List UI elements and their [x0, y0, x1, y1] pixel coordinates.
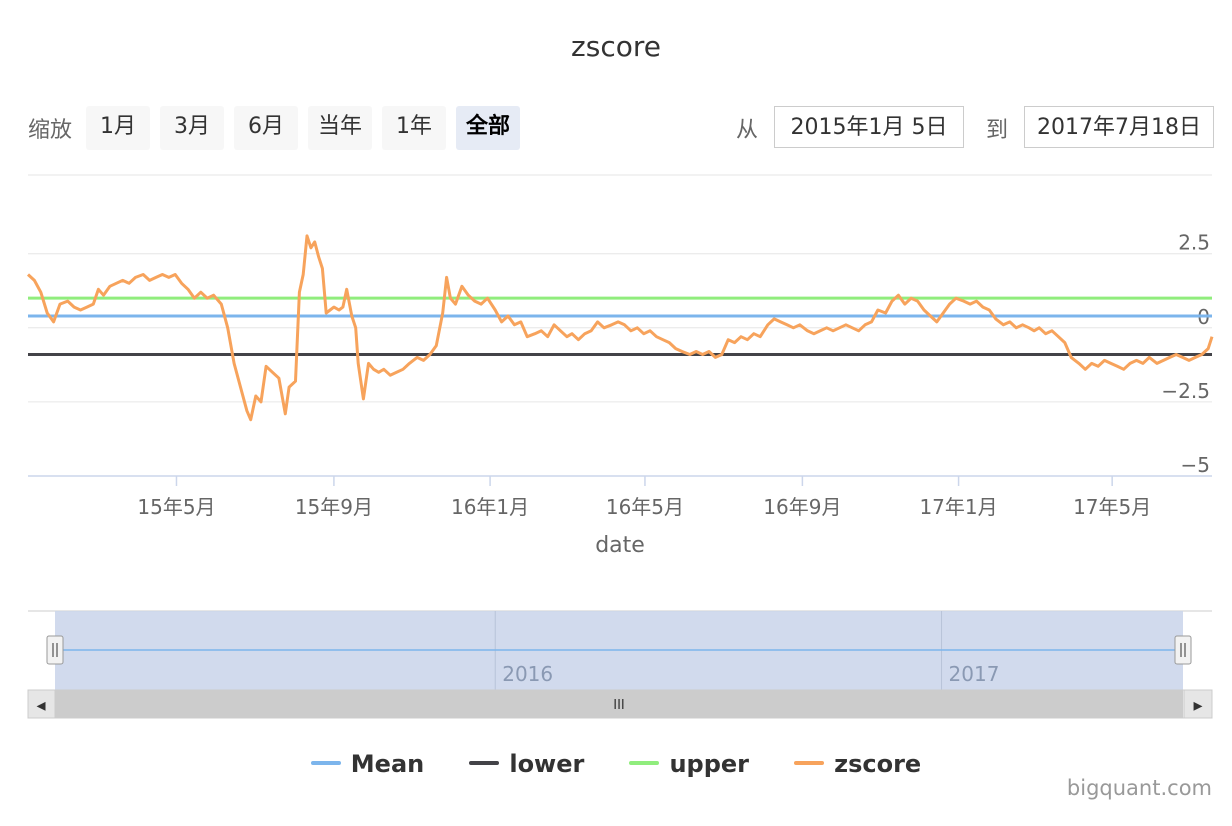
navigator-right-handle[interactable] [1174, 635, 1192, 665]
navigator-year-label: 2016 [502, 662, 553, 686]
y-tick-label: −5 [1181, 453, 1210, 477]
zoom-label: 缩放 [28, 118, 73, 143]
zoom-1-month-button[interactable]: 1月 [86, 106, 150, 150]
legend-label-zscore: zscore [834, 750, 922, 778]
navigator-year-label: 2017 [949, 662, 1000, 686]
x-tick-label: 16年1月 [451, 495, 529, 519]
credit-link[interactable]: bigquant.com [1066, 776, 1212, 800]
legend-item-mean[interactable]: Mean [310, 750, 425, 778]
x-tick-label: 15年9月 [295, 495, 373, 519]
gridlines [28, 174, 1212, 477]
navigator-left-handle[interactable] [46, 635, 64, 665]
scroll-left-button[interactable] [27, 689, 56, 719]
zoom-1-year-button[interactable]: 1年 [382, 106, 446, 150]
legend-swatch-mean [310, 761, 341, 765]
zoom-6-month-button[interactable]: 6月 [234, 106, 298, 150]
zoom-all-button[interactable]: 全部 [456, 106, 520, 150]
from-label: 从 [736, 118, 759, 143]
x-tick-label: 16年9月 [763, 495, 841, 519]
y-tick-label: −2.5 [1161, 379, 1210, 403]
x-tick-label: 17年5月 [1073, 495, 1151, 519]
scrollbar-grip-icon: III [613, 698, 625, 713]
legend-swatch-lower [469, 761, 500, 765]
scroll-right-button[interactable] [1183, 689, 1213, 719]
x-axis-labels: 15年5月 15年9月 16年1月 16年5月 16年9月 17年1月 17年5月 [137, 476, 1151, 519]
zoom-ytd-button[interactable]: 当年 [308, 106, 372, 150]
scrollbar-thumb[interactable] [55, 690, 1183, 718]
x-tick-label: 15年5月 [137, 495, 215, 519]
legend-label-lower: lower [509, 750, 585, 778]
to-label: 到 [986, 118, 1009, 143]
to-date-input[interactable]: 2017年7月18日 [1024, 106, 1214, 148]
x-tick-label: 16年5月 [606, 495, 684, 519]
x-axis-title: date [595, 533, 645, 558]
scroll-left-arrow-icon: ◂ [36, 695, 45, 716]
legend-label-mean: Mean [350, 750, 425, 778]
series-layer [26, 234, 1214, 422]
legend-item-zscore[interactable]: zscore [794, 750, 921, 778]
legend-label-upper: upper [669, 750, 749, 778]
y-tick-label: 2.5 [1178, 231, 1210, 255]
navigator-grid: 2016 2017 [494, 611, 1000, 690]
chart-title: zscore [571, 30, 661, 63]
legend-item-lower[interactable]: lower [469, 750, 584, 778]
legend-swatch-zscore [794, 761, 825, 765]
x-tick-label: 17年1月 [919, 495, 997, 519]
zoom-3-month-button[interactable]: 3月 [160, 106, 224, 150]
scroll-right-arrow-icon: ▸ [1193, 695, 1202, 716]
from-date-input[interactable]: 2015年1月 5日 [774, 106, 964, 148]
series-line-zscore [26, 234, 1214, 422]
legend-item-upper[interactable]: upper [629, 750, 749, 778]
legend: Mean lower upper zscore [0, 750, 1232, 778]
legend-swatch-upper [629, 761, 660, 765]
